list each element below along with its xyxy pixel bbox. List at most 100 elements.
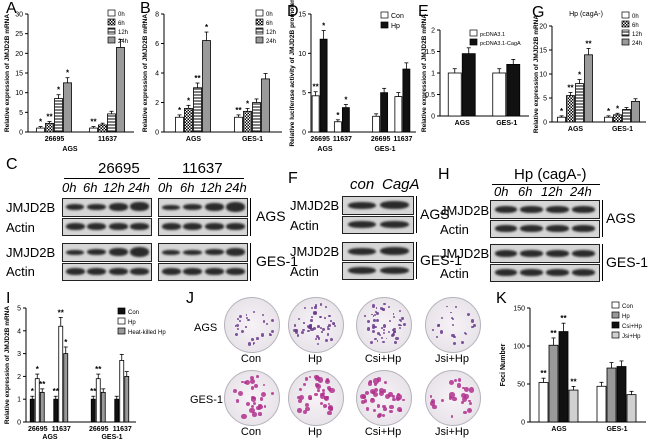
significance-star: *: [39, 118, 43, 127]
y-tick-label: 0: [19, 130, 23, 137]
panel-label-d: D: [287, 3, 299, 20]
colony-dot: [463, 410, 467, 415]
colony-dot: [306, 324, 310, 329]
y-axis-label: Foci Number: [500, 343, 507, 386]
colony-dot: [374, 311, 377, 313]
bar: [626, 394, 637, 423]
panel-label-k: K: [496, 290, 507, 307]
colony-dot: [303, 322, 305, 324]
y-tick-label: 10: [298, 51, 306, 58]
bar: [341, 107, 350, 133]
colony-dot: [381, 413, 385, 417]
colony-dot: [320, 326, 322, 329]
colony-dot: [323, 404, 327, 409]
colony-dot: [455, 306, 458, 308]
legend-label: 12h: [632, 32, 642, 38]
colony-dot: [388, 330, 391, 333]
colony-dot: [301, 331, 305, 335]
group-label: AGS: [551, 426, 567, 433]
legend-label: 6h: [632, 23, 639, 29]
colony-dot: [293, 328, 297, 333]
y-tick-label: 30: [15, 12, 23, 19]
colony-dot: [391, 395, 395, 398]
significance-star: *: [344, 95, 348, 104]
colony-dot: [463, 393, 469, 399]
significance-star: **: [90, 387, 97, 396]
colony-dot: [464, 331, 467, 335]
blot-h-protein-2: Actin: [440, 222, 469, 237]
colony-dot: [436, 336, 438, 339]
colony-dot: [269, 334, 272, 337]
blot-c-strain-2: 11637: [182, 160, 223, 177]
significance-star: **: [39, 380, 46, 389]
bar: [261, 78, 270, 133]
colony-dot: [297, 408, 302, 413]
bar: [202, 40, 211, 133]
colony-dot: [241, 413, 247, 420]
y-tick-label: 1: [431, 71, 435, 78]
chart-i-heat-killed: 0 1 2 3 4 5 Relative expression of JMJD2B mRNA…: [4, 306, 166, 442]
y-tick-label: 8: [155, 12, 159, 19]
bar: [394, 96, 403, 133]
colony-dot: [244, 326, 247, 328]
significance-star: **: [194, 74, 201, 83]
colony-dot: [262, 320, 266, 323]
colony-dot: [317, 337, 321, 340]
legend-swatch: [469, 38, 478, 46]
blot-f-protein-2: Actin: [290, 218, 319, 233]
colony-dot: [462, 386, 465, 390]
bar: [616, 366, 627, 423]
group-label: 26695: [371, 136, 391, 143]
blot-c-strip-5: [158, 198, 248, 217]
colony-dot: [432, 405, 437, 410]
colony-dot: [369, 397, 375, 403]
colony-dot: [382, 389, 386, 393]
legend-label: 0h: [266, 12, 273, 18]
colony-dot: [240, 329, 244, 333]
colony-dot: [302, 410, 308, 415]
legend-swatch: [621, 11, 630, 19]
y-tick-label: 150: [513, 306, 525, 313]
bar: [604, 116, 613, 123]
colony-dot: [389, 409, 394, 414]
colony-plate: [425, 370, 481, 426]
colony-dot: [262, 313, 265, 316]
blot-h-time-0h: 0h: [494, 184, 509, 199]
bar: [100, 391, 106, 423]
blot-c-time-12h: 12h: [103, 180, 125, 195]
colony-dot: [308, 375, 312, 379]
colony-dot: [297, 398, 303, 404]
colony-dot: [307, 329, 311, 333]
y-tick-label: 5: [543, 96, 547, 103]
significance-star: *: [205, 23, 209, 32]
colony-dot: [244, 379, 250, 385]
bar: [36, 127, 45, 133]
colony-dot: [473, 324, 477, 327]
colony-dot: [260, 391, 267, 397]
colony-dot: [385, 393, 391, 399]
colony-dot: [247, 318, 250, 322]
colony-dot: [471, 325, 474, 329]
legend-swatch: [621, 38, 630, 46]
y-axis-label: Relative expression of JMJD2B mRNA: [4, 14, 11, 132]
colony-plate: [356, 297, 412, 353]
y-tick-label: 15: [539, 48, 547, 55]
colony-plate: [224, 297, 280, 353]
blot-c-strain-2-line: [158, 178, 244, 179]
colony-plate: [224, 370, 280, 426]
blot-h-time-24h: 24h: [570, 184, 592, 199]
colony-dot: [450, 414, 454, 418]
panel-label-e: E: [418, 3, 429, 20]
y-axis-label: Relative expression of JMJD2B mRNA: [4, 306, 11, 424]
colony-dot: [383, 324, 387, 328]
y-tick-label: 1.5: [425, 49, 435, 56]
colony-dot: [429, 395, 433, 398]
colony-dot: [453, 335, 456, 339]
blot-f-strip-4: [342, 262, 414, 280]
colony-dot: [383, 302, 386, 306]
blot-f-strip-2: [342, 216, 414, 234]
bar: [54, 98, 63, 133]
legend-label: Jsi+Hp: [622, 334, 641, 340]
legend-label: 6h: [118, 21, 125, 27]
